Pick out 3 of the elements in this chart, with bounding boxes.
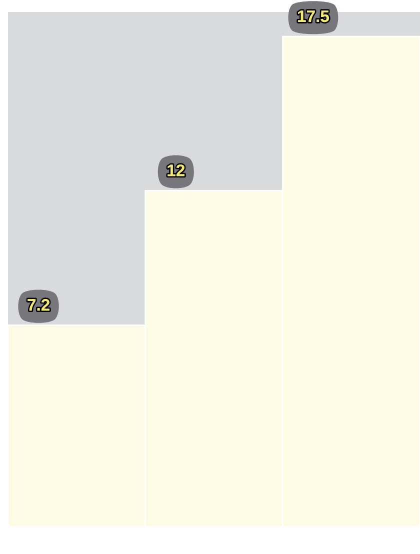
data-label: 7.2: [28, 298, 50, 311]
data-label: 17.5: [298, 10, 329, 22]
data-label: 12: [168, 164, 184, 176]
